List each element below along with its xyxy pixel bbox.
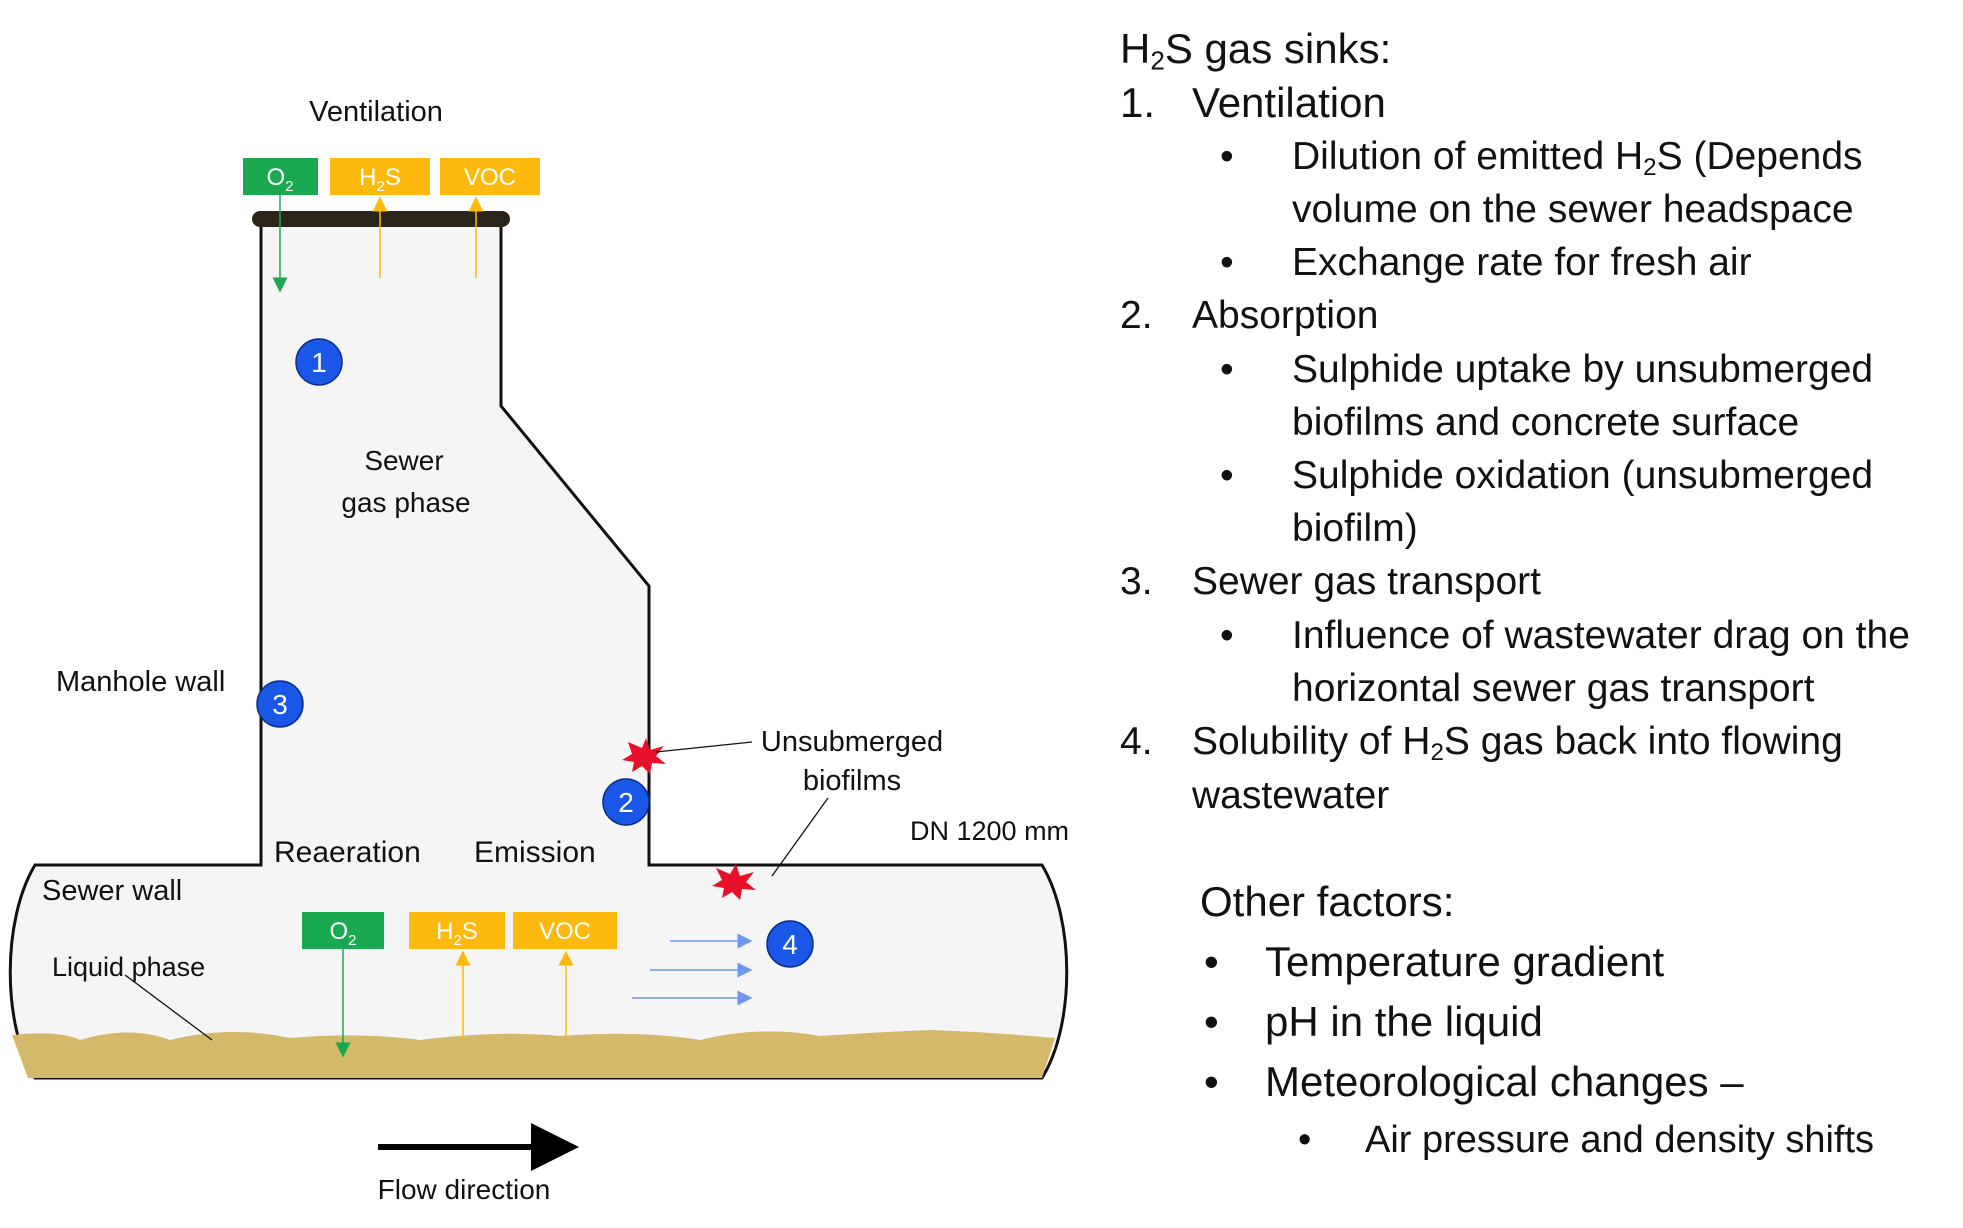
other-factor-3-sub: • Air pressure and density shifts bbox=[1298, 1119, 1875, 1161]
sink-4-title-cont: wastewater bbox=[1192, 774, 1390, 817]
sewer-diagram: O2 H2S VOC O2 H2S VOC 1 bbox=[8, 96, 1069, 1205]
biofilm-leader-lower bbox=[771, 797, 829, 877]
manhole-wall-label: Manhole wall bbox=[56, 666, 225, 698]
unsubmerged-label-2: biofilms bbox=[803, 765, 901, 797]
biofilm-burst-lower bbox=[712, 864, 756, 900]
sink-2: 2. Absorption bbox=[1120, 289, 1963, 343]
reaeration-o2-box: O2 bbox=[302, 912, 384, 949]
dn-label: DN 1200 mm bbox=[910, 816, 1069, 846]
sink-1-bullet-2: • Exchange rate for fresh air bbox=[1220, 241, 1752, 284]
sink-1-number: 1. bbox=[1120, 79, 1156, 126]
sinks-title: H2S gas sinks: bbox=[1120, 25, 1392, 76]
gas-transport-arrows bbox=[632, 933, 753, 1006]
vent-o2-box: O2 bbox=[243, 158, 318, 195]
sink-2-bullet-1: • Sulphide uptake by unsubmerged bbox=[1220, 348, 1874, 391]
sink-2-bullet-2: • Sulphide oxidation (unsubmerged bbox=[1220, 454, 1874, 497]
emission-h2s-box: H2S bbox=[409, 912, 505, 949]
sink-3-title: Sewer gas transport bbox=[1192, 560, 1542, 603]
sink-2-bullet-1-cont: biofilms and concrete surface bbox=[1292, 401, 1800, 444]
sink-1-bullet-1: • Dilution of emitted H2S (Depends bbox=[1220, 135, 1863, 182]
sink-3-number: 3. bbox=[1120, 560, 1153, 603]
marker-3: 3 bbox=[256, 680, 304, 728]
svg-text:H2S: H2S bbox=[436, 918, 478, 949]
sink-2-title: Absorption bbox=[1192, 294, 1379, 337]
liquid-phase-leader bbox=[124, 974, 213, 1041]
emission-voc-box: VOC bbox=[513, 912, 617, 949]
reaeration-label: Reaeration bbox=[274, 836, 421, 869]
ventilation-label: Ventilation bbox=[309, 96, 443, 128]
svg-text:O2: O2 bbox=[329, 918, 356, 949]
svg-text:3: 3 bbox=[272, 689, 288, 720]
svg-text:O2: O2 bbox=[266, 164, 293, 195]
sink-3-bullet-1: • Influence of wastewater drag on the bbox=[1220, 614, 1910, 657]
sink-1: 1. Ventilation bbox=[1120, 76, 1963, 130]
manhole-cover bbox=[252, 211, 510, 227]
sink-4-number: 4. bbox=[1120, 720, 1153, 763]
biofilm-leader-upper bbox=[655, 741, 753, 753]
sink-4-title: Solubility of H2S gas back into flowing bbox=[1192, 720, 1843, 767]
sewer-gas-phase-label-1: Sewer bbox=[364, 445, 443, 476]
sink-2-number: 2. bbox=[1120, 294, 1153, 337]
svg-text:4: 4 bbox=[782, 929, 798, 960]
svg-text:H2S: H2S bbox=[359, 164, 401, 195]
emission-label: Emission bbox=[474, 836, 596, 869]
sink-3-bullet-1-cont: horizontal sewer gas transport bbox=[1292, 667, 1815, 710]
other-factors-title: Other factors: bbox=[1200, 878, 1455, 925]
sink-1-bullet-1-cont: volume on the sewer headspace bbox=[1292, 188, 1854, 231]
sink-2-bullet-2-cont: biofilm) bbox=[1292, 507, 1418, 550]
svg-text:VOC: VOC bbox=[464, 164, 516, 191]
sink-3: 3. Sewer gas transport bbox=[1120, 555, 1963, 609]
marker-4: 4 bbox=[766, 920, 814, 968]
marker-2: 2 bbox=[602, 778, 650, 826]
vent-voc-box: VOC bbox=[440, 158, 540, 195]
marker-1: 1 bbox=[295, 338, 343, 386]
other-factor-3: • Meteorological changes – bbox=[1204, 1058, 1744, 1105]
liquid-phase-label: Liquid phase bbox=[52, 952, 205, 982]
sewer-wall-label: Sewer wall bbox=[42, 875, 182, 907]
sink-4: 4. Solubility of H2S gas back into flowi… bbox=[1120, 715, 1963, 769]
other-factor-1: • Temperature gradient bbox=[1204, 938, 1665, 985]
vent-h2s-box: H2S bbox=[330, 158, 430, 195]
flow-direction-label: Flow direction bbox=[378, 1174, 551, 1205]
other-factor-2: • pH in the liquid bbox=[1204, 998, 1543, 1045]
svg-text:VOC: VOC bbox=[539, 918, 591, 945]
sink-1-title: Ventilation bbox=[1192, 79, 1386, 126]
sewer-gas-phase-label-2: gas phase bbox=[341, 487, 470, 518]
svg-text:1: 1 bbox=[311, 347, 327, 378]
sewer-structure bbox=[8, 216, 1069, 1080]
unsubmerged-label-1: Unsubmerged bbox=[761, 726, 943, 758]
sinks-panel: H2S gas sinks: 1. Ventilation • Dilution… bbox=[1120, 22, 1963, 1167]
biofilm-burst-upper bbox=[622, 738, 666, 774]
svg-text:2: 2 bbox=[618, 787, 634, 818]
liquid-phase bbox=[12, 1030, 1055, 1078]
